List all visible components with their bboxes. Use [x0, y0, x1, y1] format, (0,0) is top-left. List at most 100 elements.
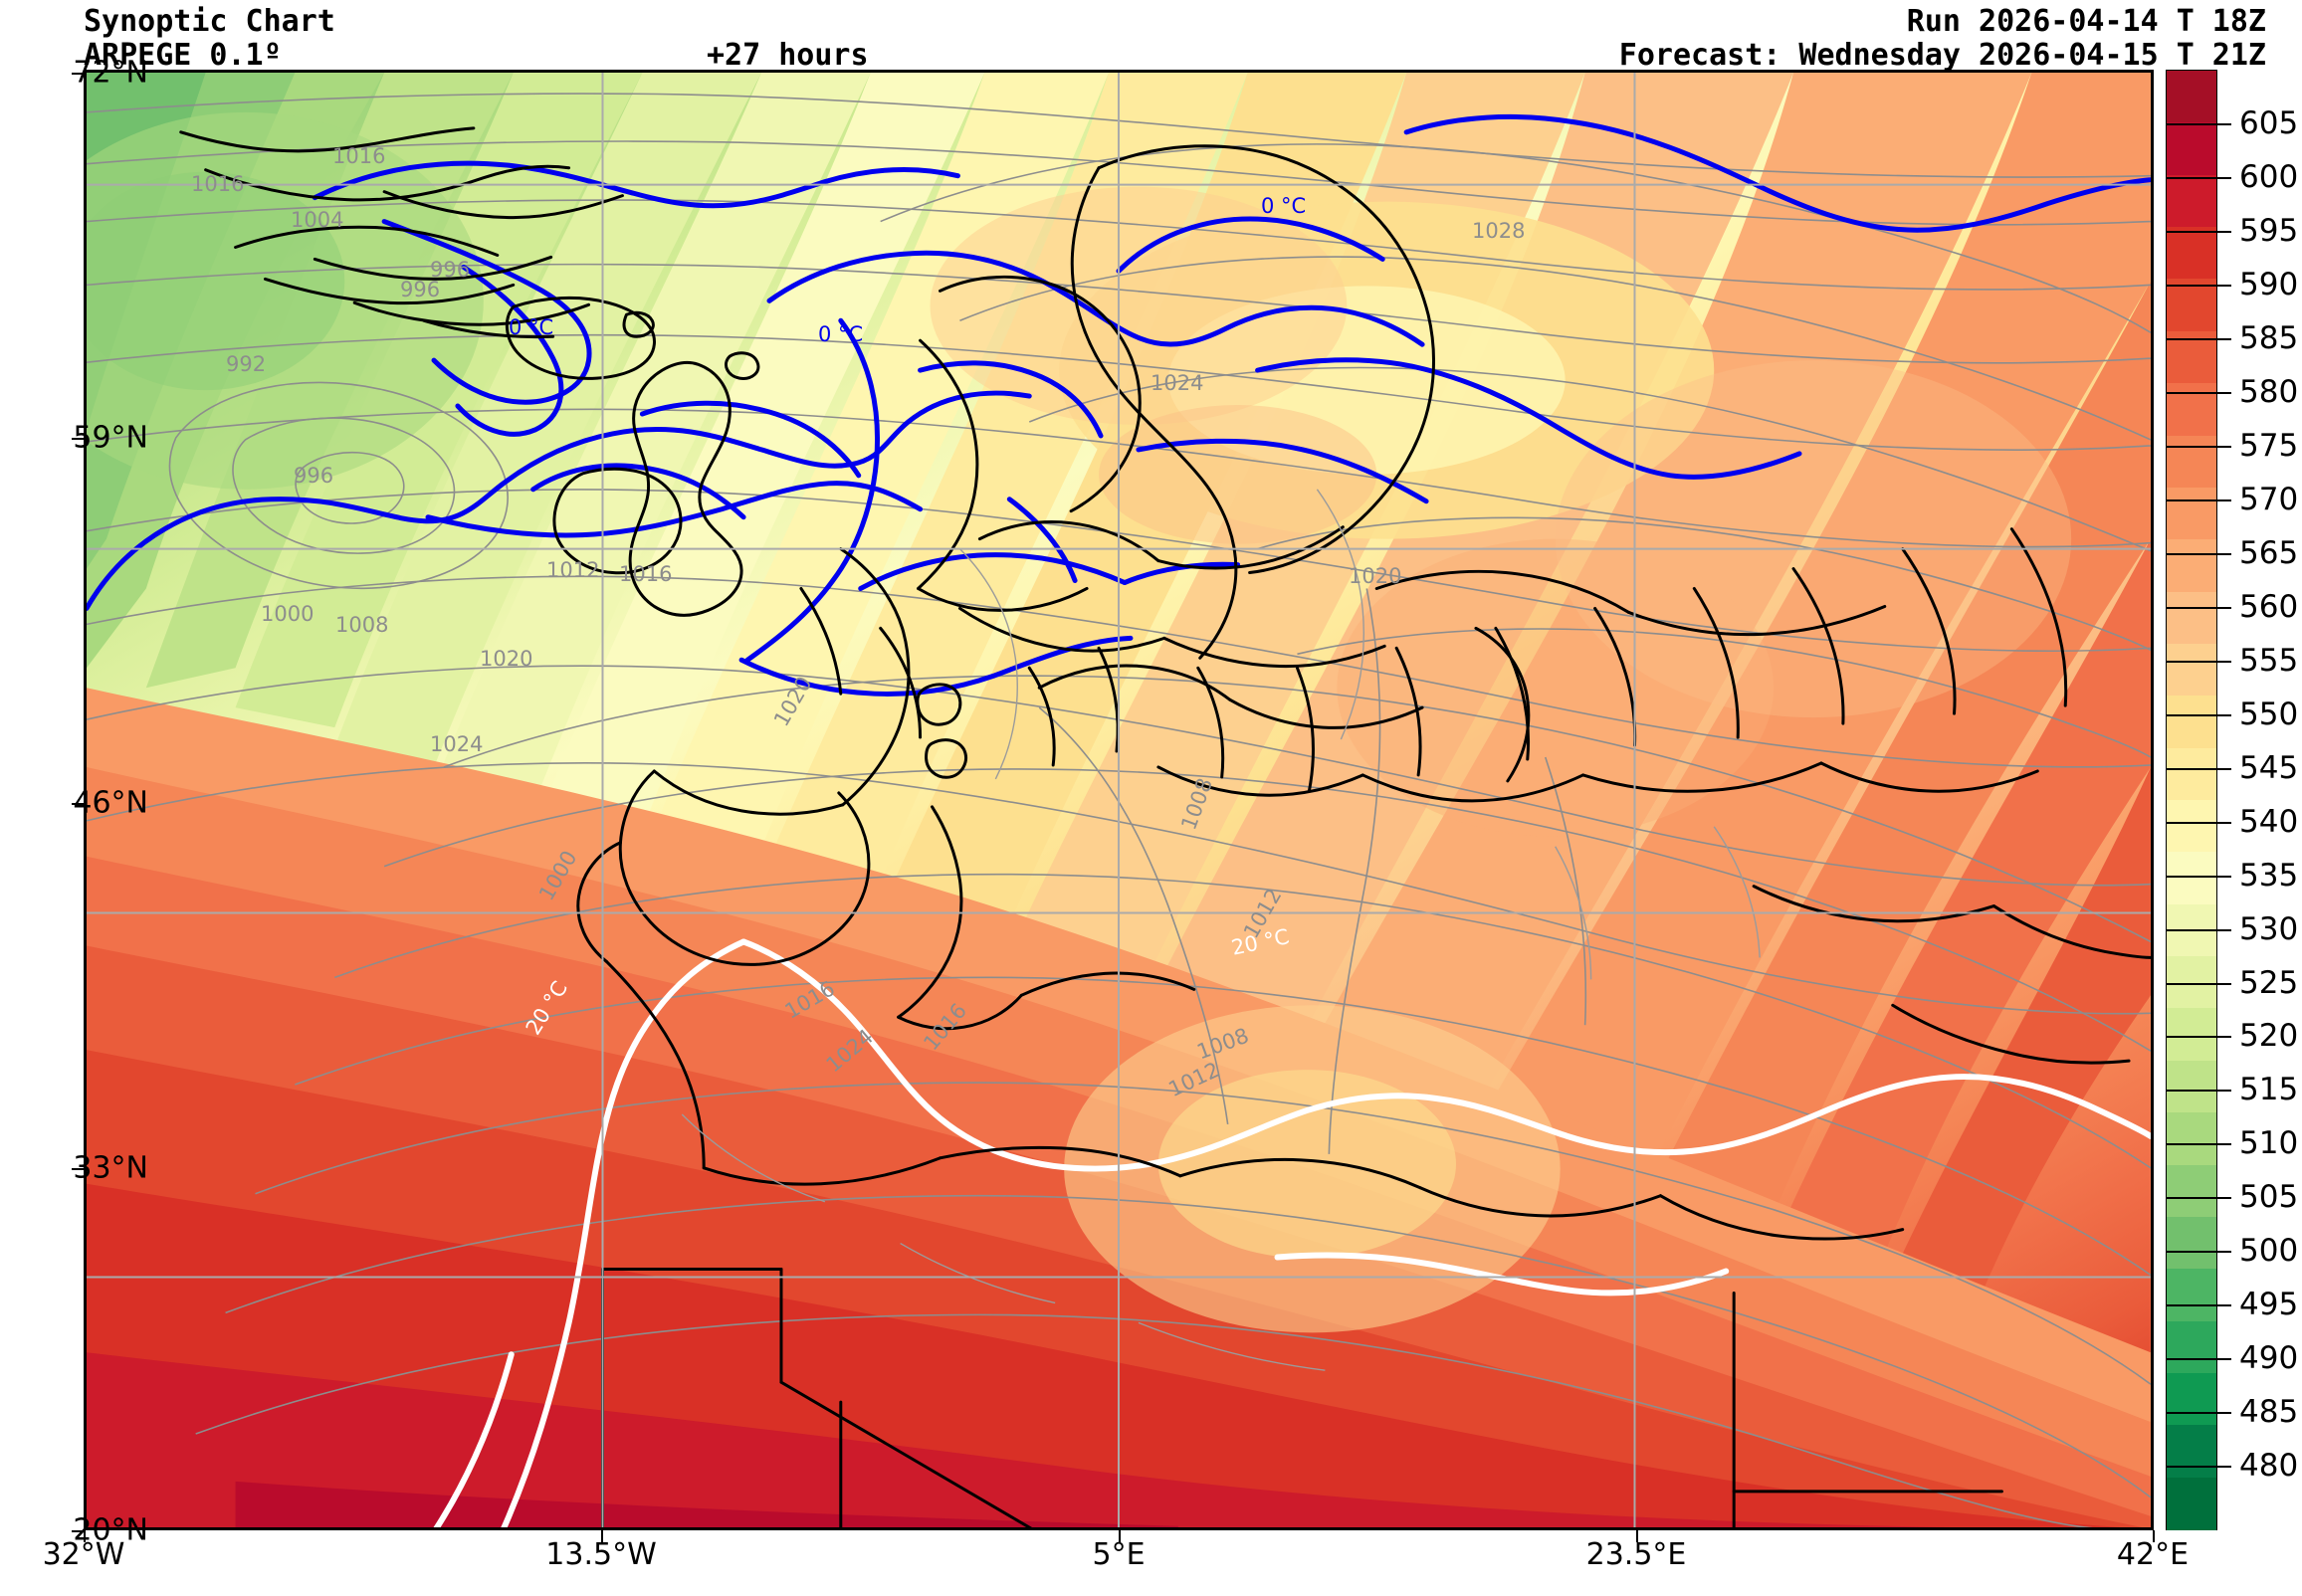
colorbar-segment — [2167, 435, 2216, 489]
colorbar-tick-mark — [2166, 337, 2231, 340]
colorbar-tick-mark — [2166, 284, 2231, 287]
y-tick-mark — [72, 1530, 84, 1532]
run-timestamp-label: Run 2026-04-14 T 18Z — [1906, 4, 2266, 39]
colorbar-tick-label: 505 — [2239, 1179, 2299, 1216]
colorbar-tick-mark — [2166, 1304, 2231, 1307]
colorbar-tick-label: 535 — [2239, 857, 2299, 894]
colorbar-tick-mark — [2166, 499, 2231, 501]
x-tick-mark — [601, 1530, 603, 1542]
colorbar-tick-label: 510 — [2239, 1125, 2299, 1162]
colorbar-tick-label: 565 — [2239, 534, 2299, 571]
x-tick-mark — [1636, 1530, 1638, 1542]
colorbar-tick-label: 590 — [2239, 266, 2299, 302]
colorbar-tick-label: 580 — [2239, 373, 2299, 410]
colorbar-tick-label: 520 — [2239, 1018, 2299, 1055]
map-plot-area: 1016 1016 1004 996 996 992 996 1012 1016 1000 1008… — [84, 70, 2154, 1530]
x-axis-label-1: 13.5°W — [545, 1537, 657, 1572]
x-tick-mark — [84, 1530, 86, 1542]
colorbar-tick-mark — [2166, 1251, 2231, 1254]
x-tick-mark — [1119, 1530, 1121, 1542]
forecast-valid-label: Forecast: Wednesday 2026-04-15 T 21Z — [1618, 38, 2266, 73]
colorbar-segment — [2167, 122, 2216, 176]
colorbar-segment — [2167, 1164, 2216, 1218]
colorbar — [2166, 70, 2217, 1530]
y-tick-mark — [72, 1168, 84, 1170]
colorbar-tick-label: 500 — [2239, 1233, 2299, 1270]
colorbar-tick-mark — [2166, 1036, 2231, 1039]
y-axis-label-0: 72°N — [73, 55, 148, 91]
colorbar-tick-mark — [2166, 928, 2231, 931]
colorbar-segment — [2167, 696, 2216, 749]
colorbar-segment — [2167, 1320, 2216, 1374]
colorbar-tick-mark — [2166, 875, 2231, 878]
colorbar-tick-label: 525 — [2239, 964, 2299, 1001]
colorbar-tick-mark — [2166, 1143, 2231, 1146]
colorbar-tick-label: 575 — [2239, 427, 2299, 464]
colorbar-tick-label: 515 — [2239, 1072, 2299, 1108]
isobar-lines — [87, 93, 2151, 1527]
colorbar-tick-label: 570 — [2239, 481, 2299, 517]
colorbar-tick-mark — [2166, 821, 2231, 824]
colorbar-segment — [2167, 227, 2216, 281]
colorbar-tick-mark — [2166, 1197, 2231, 1200]
x-axis-label-4: 42°E — [2116, 1537, 2190, 1572]
page-title: Synoptic Chart — [84, 4, 335, 39]
model-name-label: ARPEGE 0.1º — [84, 38, 282, 73]
colorbar-segment — [2167, 71, 2216, 124]
colorbar-segment — [2167, 643, 2216, 697]
colorbar-tick-mark — [2166, 982, 2231, 985]
colorbar-tick-label: 560 — [2239, 588, 2299, 625]
colorbar-tick-label: 485 — [2239, 1394, 2299, 1431]
colorbar-tick-mark — [2166, 176, 2231, 179]
colorbar-tick-label: 545 — [2239, 749, 2299, 786]
colorbar-tick-mark — [2166, 391, 2231, 394]
x-tick-mark — [2153, 1530, 2155, 1542]
colorbar-tick-mark — [2166, 606, 2231, 609]
x-axis-label-3: 23.5°E — [1585, 1537, 1687, 1572]
colorbar-tick-mark — [2166, 660, 2231, 663]
colorbar-tick-mark — [2166, 230, 2231, 233]
colorbar-tick-mark — [2166, 1090, 2231, 1093]
y-tick-mark — [72, 438, 84, 440]
colorbar-tick-mark — [2166, 552, 2231, 555]
colorbar-segment — [2167, 1216, 2216, 1270]
colorbar-segment — [2167, 852, 2216, 905]
colorbar-segment — [2167, 1008, 2216, 1062]
colorbar-tick-label: 595 — [2239, 212, 2299, 249]
colorbar-segment — [2167, 539, 2216, 593]
x-axis-label-2: 5°E — [1092, 1537, 1146, 1572]
colorbar-segment — [2167, 1372, 2216, 1426]
colorbar-tick-label: 600 — [2239, 158, 2299, 195]
colorbar-tick-mark — [2166, 122, 2231, 125]
colorbar-tick-label: 530 — [2239, 910, 2299, 947]
colorbar-tick-mark — [2166, 1412, 2231, 1415]
y-axis-label-2: 46°N — [73, 785, 148, 821]
colorbar-segment — [2167, 487, 2216, 540]
colorbar-segment — [2167, 1425, 2216, 1479]
graticule — [87, 73, 2151, 1527]
colorbar-segment — [2167, 1060, 2216, 1113]
colorbar-gradient — [2166, 70, 2217, 1530]
y-axis-label-3: 33°N — [73, 1150, 148, 1186]
colorbar-tick-mark — [2166, 713, 2231, 716]
colorbar-tick-mark — [2166, 1358, 2231, 1361]
admin-borders — [681, 489, 1761, 1371]
colorbar-segment — [2167, 174, 2216, 228]
colorbar-tick-label: 605 — [2239, 104, 2299, 141]
lead-time-label: +27 hours — [707, 38, 869, 73]
x-axis-label-0: 32°W — [42, 1537, 125, 1572]
colorbar-tick-label: 480 — [2239, 1448, 2299, 1485]
colorbar-tick-label: 495 — [2239, 1287, 2299, 1323]
isotherm-0c-lines — [87, 113, 2151, 697]
colorbar-tick-label: 490 — [2239, 1340, 2299, 1377]
colorbar-segment — [2167, 1477, 2216, 1530]
y-axis-label-1: 59°N — [73, 420, 148, 456]
colorbar-segment — [2167, 1269, 2216, 1322]
y-tick-mark — [72, 803, 84, 805]
colorbar-tick-mark — [2166, 445, 2231, 448]
colorbar-segment — [2167, 800, 2216, 854]
colorbar-segment — [2167, 591, 2216, 645]
colorbar-segment — [2167, 747, 2216, 801]
colorbar-tick-label: 585 — [2239, 319, 2299, 356]
